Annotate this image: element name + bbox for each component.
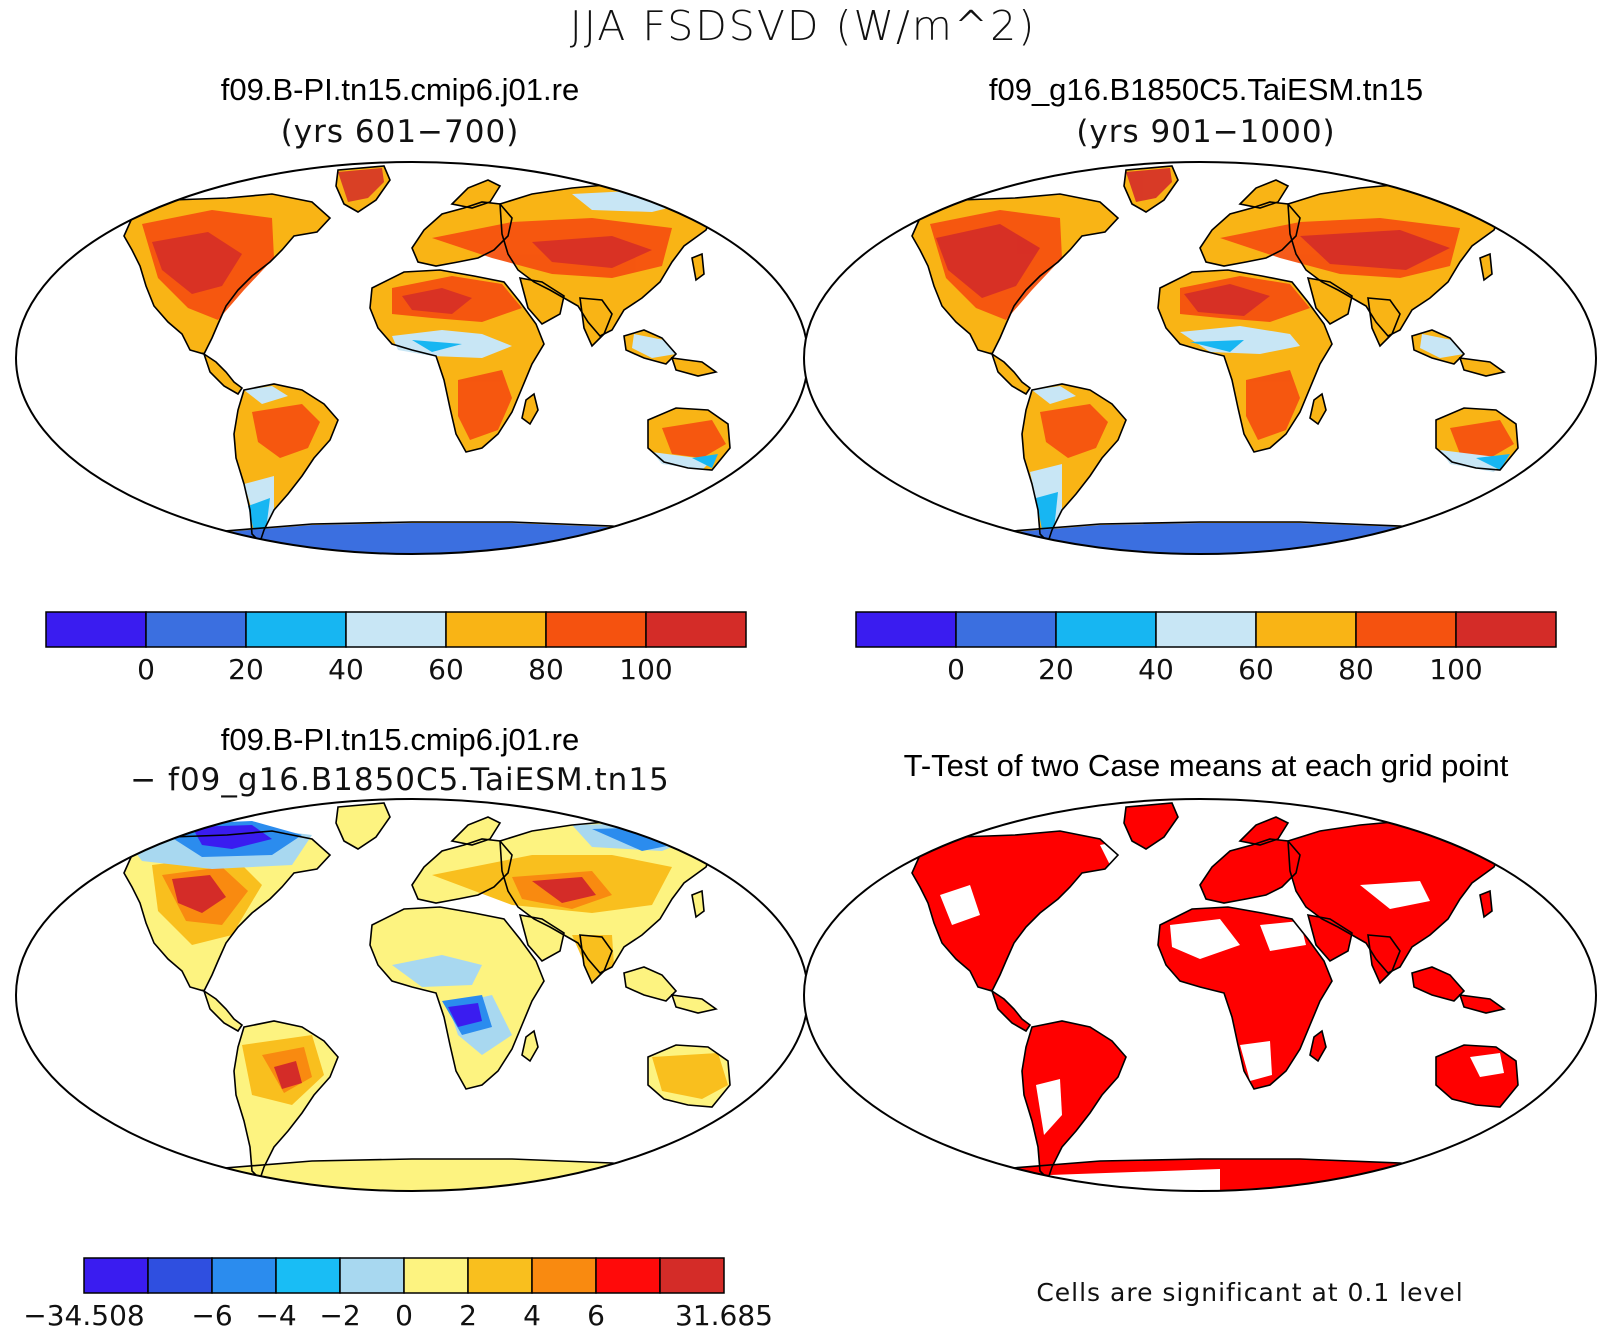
case1-colorbar-swatch — [245, 611, 347, 648]
case2-colorbar-swatch — [1255, 611, 1357, 648]
diff-colorbar-tick-label: −2 — [319, 1299, 360, 1327]
diff-colorbar-tick-label: 31.685 — [675, 1299, 773, 1327]
case2-colorbar-tick-label: 100 — [1429, 653, 1482, 686]
case1-map — [15, 161, 809, 555]
diff-colorbar-swatch — [531, 1257, 597, 1294]
diff-colorbar-swatch — [211, 1257, 277, 1294]
case1-colorbar-tick-label: 60 — [428, 653, 464, 686]
case2-colorbar-tick-label: 40 — [1138, 653, 1174, 686]
diff-colorbar-tick-label: 6 — [587, 1299, 605, 1327]
case1-colorbar-swatch — [45, 611, 147, 648]
case1-title: f09.B-PI.tn15.cmip6.j01.re — [220, 72, 580, 107]
ttest-map — [803, 798, 1597, 1192]
case2-colorbar-swatch — [1155, 611, 1257, 648]
diff-colorbar-swatch — [147, 1257, 213, 1294]
diff-map — [15, 798, 809, 1192]
case2-colorbar-swatch — [1455, 611, 1557, 648]
case1-colorbar-tick-label: 40 — [328, 653, 364, 686]
case2-colorbar-swatch — [1055, 611, 1157, 648]
case2-title: f09_g16.B1850C5.TaiESM.tn15 — [988, 72, 1424, 107]
diff-colorbar-swatch — [467, 1257, 533, 1294]
case1-colorbar-swatch — [545, 611, 647, 648]
case2-colorbar-swatch — [1355, 611, 1457, 648]
diff-subtitle: − f09_g16.B1850C5.TaiESM.tn15 — [130, 762, 670, 798]
case2-colorbar: 0 20 40 60 80 100 — [855, 611, 1557, 686]
diff-colorbar-tick-label: 0 — [395, 1299, 413, 1327]
case2-colorbar-tick-label: 0 — [947, 653, 965, 686]
significance-note: Cells are significant at 0.1 level — [1036, 1278, 1464, 1307]
diff-colorbar-tick-label: −4 — [255, 1299, 296, 1327]
case2-colorbar-tick-label: 20 — [1038, 653, 1074, 686]
case1-colorbar-tick-label: 80 — [528, 653, 564, 686]
diff-colorbar-tick-label: −34.508 — [23, 1299, 144, 1327]
diff-colorbar: −34.508 −6 −4 −2 0 2 4 6 31.685 — [23, 1257, 773, 1327]
case2-colorbar-swatch — [855, 611, 957, 648]
case1-subtitle: (yrs 601−700) — [280, 114, 520, 150]
case1-colorbar-tick-label: 20 — [228, 653, 264, 686]
diff-colorbar-swatch — [83, 1257, 149, 1294]
case2-colorbar-tick-label: 80 — [1338, 653, 1374, 686]
case2-subtitle: (yrs 901−1000) — [1076, 114, 1336, 150]
diff-colorbar-swatch — [659, 1257, 725, 1294]
diff-title: f09.B-PI.tn15.cmip6.j01.re — [220, 722, 580, 757]
diff-colorbar-swatch — [595, 1257, 661, 1294]
case1-colorbar-tick-label: 0 — [137, 653, 155, 686]
case1-colorbar: 0 20 40 60 80 100 — [45, 611, 747, 686]
case1-colorbar-swatch — [645, 611, 747, 648]
case2-colorbar-swatch — [955, 611, 1057, 648]
figure-title: JJA FSDSVD (W/m^2) — [569, 2, 1037, 50]
case1-colorbar-tick-label: 100 — [619, 653, 672, 686]
diff-colorbar-tick-label: 4 — [523, 1299, 541, 1327]
ttest-title: T-Test of two Case means at each grid po… — [903, 748, 1509, 783]
case2-colorbar-tick-label: 60 — [1238, 653, 1274, 686]
diff-colorbar-swatch — [403, 1257, 469, 1294]
diff-colorbar-tick-label: 2 — [459, 1299, 477, 1327]
case2-map — [803, 161, 1597, 555]
diff-colorbar-tick-label: −6 — [191, 1299, 232, 1327]
diff-colorbar-swatch — [339, 1257, 405, 1294]
case1-colorbar-swatch — [145, 611, 247, 648]
case1-colorbar-swatch — [445, 611, 547, 648]
case1-colorbar-swatch — [345, 611, 447, 648]
diff-colorbar-swatch — [275, 1257, 341, 1294]
